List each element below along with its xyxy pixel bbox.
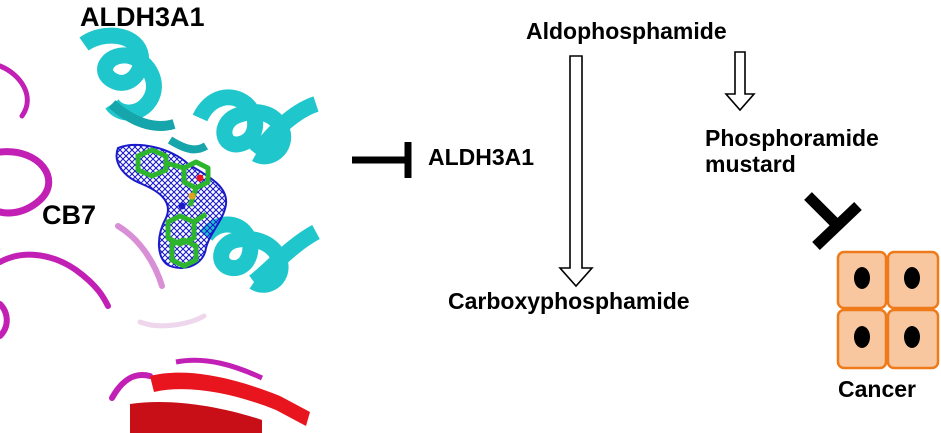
active-product-line2: mustard	[705, 151, 796, 177]
beta-sheet	[130, 357, 310, 433]
helix-lower-right	[199, 216, 321, 293]
hollow-arrow-down-icon	[724, 51, 756, 112]
protein-structure-image	[0, 27, 321, 433]
coil-strand	[115, 223, 165, 289]
hollow-arrow-down-icon	[558, 55, 594, 288]
inhibition-bar-icon	[804, 192, 862, 250]
coil-strand	[0, 251, 111, 309]
ligand-heteroatoms	[178, 174, 204, 210]
cancer-cell	[886, 250, 940, 310]
cancer-cell	[836, 250, 888, 310]
coil-strand	[109, 372, 153, 401]
cancer-cells-icon	[836, 250, 940, 370]
cancer-cell	[886, 308, 940, 370]
helix-upper-left	[79, 27, 176, 131]
cancer-cell	[836, 308, 888, 370]
helix-upper-right	[167, 89, 319, 165]
substrate-label: Aldophosphamide	[526, 18, 727, 44]
coil-strand	[0, 148, 53, 217]
inhibition-bar-icon	[352, 142, 412, 178]
active-product-line1: Phosphoramide	[705, 125, 879, 151]
protein-title: ALDH3A1	[80, 2, 205, 32]
coil-strand	[0, 63, 30, 119]
coil-strand	[137, 313, 207, 329]
cancer-label: Cancer	[838, 376, 916, 402]
inactive-product-label: Carboxyphosphamide	[448, 288, 690, 314]
ligand-label: CB7	[42, 200, 97, 230]
active-product-label: Phosphoramide mustard	[705, 125, 879, 177]
inhibited-enzyme-label: ALDH3A1	[428, 144, 535, 170]
ligand-molecule	[135, 147, 211, 269]
coil-strand	[0, 301, 10, 339]
